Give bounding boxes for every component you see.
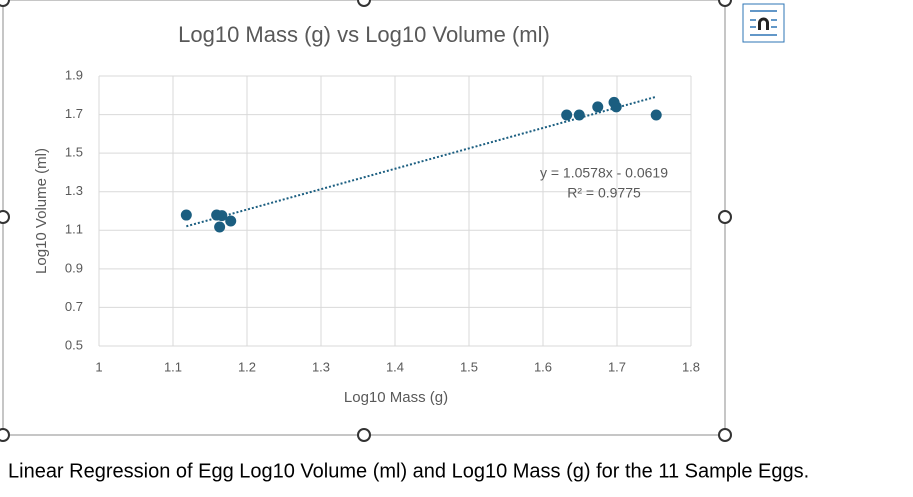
y-tick-label: 1.7: [65, 106, 83, 121]
handle[interactable]: [0, 0, 10, 7]
x-axis-label: Log10 Mass (g): [344, 389, 448, 406]
data-point: [610, 101, 622, 113]
x-tick-label: 1.7: [608, 359, 626, 374]
data-point: [592, 101, 604, 113]
x-tick-label: 1.1: [164, 359, 182, 374]
handle[interactable]: [357, 428, 371, 442]
data-point: [180, 209, 192, 221]
handle[interactable]: [0, 210, 10, 224]
chart-title: Log10 Mass (g) vs Log10 Volume (ml): [178, 22, 550, 47]
icon-arch: [758, 17, 769, 30]
x-tick-label: 1.3: [312, 359, 330, 374]
data-point: [573, 109, 585, 121]
data-point: [225, 215, 237, 227]
y-tick-label: 1.3: [65, 183, 83, 198]
y-tick-label: 1.9: [65, 67, 83, 82]
x-tick-label: 1.4: [386, 359, 404, 374]
handle[interactable]: [718, 0, 732, 7]
y-tick-label: 1.1: [65, 222, 83, 237]
selection-handles[interactable]: [0, 0, 732, 442]
handle[interactable]: [357, 0, 371, 7]
x-tick-label: 1.8: [682, 359, 700, 374]
y-tick-label: 1.5: [65, 145, 83, 160]
x-tick-label: 1.2: [238, 359, 256, 374]
x-tick-label: 1.5: [460, 359, 478, 374]
chart-frame: [2, 0, 726, 436]
data-point: [216, 210, 228, 222]
x-tick-label: 1.6: [534, 359, 552, 374]
data-point: [650, 109, 662, 121]
data-point: [214, 221, 226, 233]
layout-options-button[interactable]: [742, 3, 785, 43]
handle[interactable]: [718, 210, 732, 224]
y-tick-label: 0.5: [65, 337, 83, 352]
data-point: [561, 109, 573, 121]
handle[interactable]: [0, 428, 10, 442]
trendline-equation: y = 1.0578x - 0.0619: [540, 165, 668, 181]
caption: Linear Regression of Egg Log10 Volume (m…: [8, 460, 809, 482]
button-frame[interactable]: [742, 3, 785, 43]
y-tick-label: 0.7: [65, 299, 83, 314]
handle[interactable]: [718, 428, 732, 442]
trendline: [186, 95, 657, 228]
y-tick-label: 0.9: [65, 260, 83, 275]
plot-area: 0.5 0.7 0.9 1.1 1.3 1.5 1.7 1.9 1 1.1 1.2 1.3 1.4 1.5…: [65, 67, 700, 374]
x-tick-label: 1: [95, 359, 102, 374]
trendline-r2: R² = 0.9775: [567, 185, 641, 201]
y-axis-label: Log10 Volume (ml): [33, 148, 50, 274]
